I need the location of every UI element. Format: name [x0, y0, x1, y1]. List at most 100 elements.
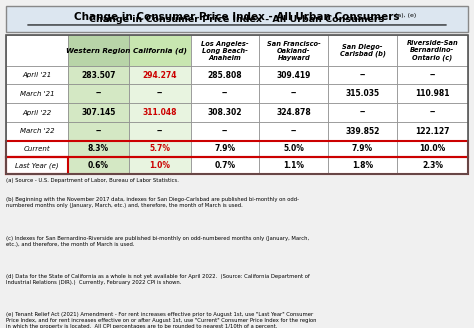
Text: Last Year (e): Last Year (e) — [15, 162, 59, 169]
Text: --: -- — [429, 108, 436, 117]
Text: (c) Indexes for San Bernardino-Riverside are published bi-monthly on odd-numbere: (c) Indexes for San Bernardino-Riverside… — [6, 236, 309, 247]
Text: 7.9%: 7.9% — [352, 144, 373, 154]
Text: 311.048: 311.048 — [143, 108, 177, 117]
Text: Los Angeles-
Long Beach-
Anaheim: Los Angeles- Long Beach- Anaheim — [201, 41, 249, 61]
Text: March '22: March '22 — [19, 128, 54, 134]
Text: 308.302: 308.302 — [208, 108, 242, 117]
Text: 7.9%: 7.9% — [215, 144, 236, 154]
Bar — [259, 35, 328, 66]
FancyBboxPatch shape — [6, 6, 468, 32]
Bar — [259, 157, 328, 174]
Text: Change in Consumer Price Index - All Urban Consumers: Change in Consumer Price Index - All Urb… — [74, 12, 400, 22]
Text: 5.0%: 5.0% — [283, 144, 304, 154]
Bar — [129, 66, 191, 84]
Text: 5.7%: 5.7% — [149, 144, 171, 154]
Text: March '21: March '21 — [19, 91, 54, 97]
Text: April '21: April '21 — [22, 72, 52, 78]
Text: (a) Source - U.S. Department of Labor, Bureau of Labor Statistics.: (a) Source - U.S. Department of Labor, B… — [6, 178, 179, 183]
Bar — [328, 157, 397, 174]
Bar — [6, 66, 68, 84]
Bar — [68, 35, 129, 66]
Bar — [6, 141, 68, 157]
Text: Riverside-San
Bernardino-
Ontario (c): Riverside-San Bernardino- Ontario (c) — [407, 40, 458, 61]
Bar — [6, 141, 468, 157]
Bar — [397, 84, 468, 103]
Bar — [6, 35, 68, 66]
Text: 1.1%: 1.1% — [283, 161, 304, 170]
Bar — [191, 141, 259, 157]
Bar — [68, 84, 129, 103]
Text: 8.3%: 8.3% — [88, 144, 109, 154]
Bar — [328, 122, 397, 141]
Bar — [259, 84, 328, 103]
Text: San Francisco-
Oakland-
Hayward: San Francisco- Oakland- Hayward — [267, 41, 321, 61]
Bar — [6, 122, 68, 141]
Text: --: -- — [222, 89, 228, 98]
Bar — [397, 141, 468, 157]
Text: 2.3%: 2.3% — [422, 161, 443, 170]
Bar — [129, 122, 191, 141]
Text: (d) Data for the State of California as a whole is not yet available for April 2: (d) Data for the State of California as … — [6, 274, 310, 285]
Bar — [397, 122, 468, 141]
Text: --: -- — [95, 127, 101, 136]
Text: 309.419: 309.419 — [277, 71, 311, 80]
Text: 307.145: 307.145 — [81, 108, 116, 117]
Text: 324.878: 324.878 — [276, 108, 311, 117]
Bar — [191, 103, 259, 122]
Bar — [6, 157, 68, 174]
Bar — [191, 122, 259, 141]
Bar — [397, 103, 468, 122]
Text: --: -- — [157, 127, 163, 136]
Text: --: -- — [359, 108, 365, 117]
Bar — [328, 103, 397, 122]
Text: Change in Consumer Price Index - All Urban Consumers: Change in Consumer Price Index - All Urb… — [90, 15, 384, 24]
Text: 0.6%: 0.6% — [88, 161, 109, 170]
Text: 285.808: 285.808 — [208, 71, 243, 80]
Bar — [191, 84, 259, 103]
Bar — [68, 141, 129, 157]
Text: 10.0%: 10.0% — [419, 144, 446, 154]
Bar — [68, 103, 129, 122]
Bar — [328, 35, 397, 66]
Text: (b) Beginning with the November 2017 data, indexes for San Diego-Carlsbad are pu: (b) Beginning with the November 2017 dat… — [6, 197, 299, 208]
Bar — [191, 66, 259, 84]
Text: 1.0%: 1.0% — [149, 161, 171, 170]
Bar — [129, 84, 191, 103]
Text: --: -- — [222, 127, 228, 136]
Bar — [259, 66, 328, 84]
Bar — [6, 157, 68, 174]
Text: Current: Current — [24, 146, 50, 152]
Bar — [397, 157, 468, 174]
Bar — [191, 35, 259, 66]
Text: San Diego-
Carlsbad (b): San Diego- Carlsbad (b) — [339, 44, 385, 57]
Text: April '22: April '22 — [22, 110, 52, 115]
Text: 283.507: 283.507 — [81, 71, 116, 80]
Text: --: -- — [95, 89, 101, 98]
Bar — [129, 141, 191, 157]
Text: --: -- — [157, 89, 163, 98]
Bar — [328, 84, 397, 103]
Bar — [6, 157, 468, 174]
Text: 294.274: 294.274 — [143, 71, 177, 80]
Text: 0.7%: 0.7% — [215, 161, 236, 170]
Bar — [259, 141, 328, 157]
Text: California (d): California (d) — [133, 47, 187, 54]
Text: 1.8%: 1.8% — [352, 161, 373, 170]
Bar — [328, 66, 397, 84]
Bar — [129, 35, 191, 66]
Text: 339.852: 339.852 — [346, 127, 380, 136]
Bar — [397, 66, 468, 84]
Text: --: -- — [291, 89, 297, 98]
Bar — [6, 84, 68, 103]
Bar — [191, 157, 259, 174]
Bar — [68, 66, 129, 84]
Text: (e) Tenant Relief Act (2021) Amendment - For rent increases effective prior to A: (e) Tenant Relief Act (2021) Amendment -… — [6, 312, 317, 328]
Bar — [129, 157, 191, 174]
Text: 315.035: 315.035 — [346, 89, 380, 98]
Text: 110.981: 110.981 — [415, 89, 450, 98]
Text: --: -- — [291, 127, 297, 136]
Bar — [259, 103, 328, 122]
Bar — [259, 122, 328, 141]
Bar — [68, 122, 129, 141]
Bar — [6, 35, 468, 174]
